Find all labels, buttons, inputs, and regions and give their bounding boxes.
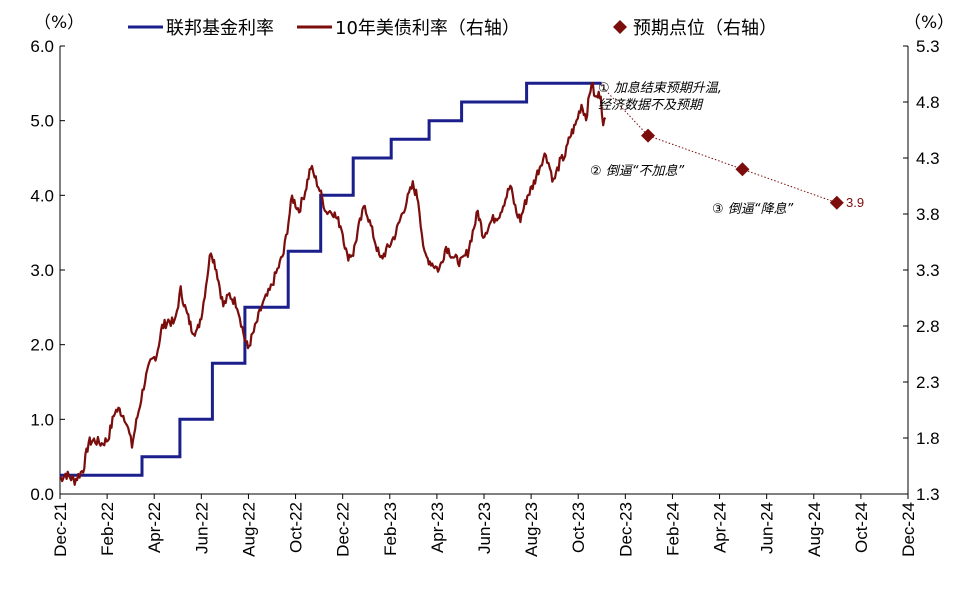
- x-ticks: Dec-21 Feb-22 Apr-22 Jun-22 Aug-22 Oct-22 Dec-…: [51, 494, 918, 557]
- left-y-tick-label: 1.0: [30, 410, 54, 429]
- x-tick-label: Feb-22: [98, 502, 117, 556]
- expected-point-marker: [735, 162, 750, 177]
- x-tick-label: Apr-23: [428, 502, 447, 553]
- right-y-ticks: 1.3 1.8 2.3 2.8 3.3 3.8 4.3 4.8 5.3: [903, 37, 940, 504]
- x-tick-label: Feb-23: [381, 502, 400, 556]
- annotation-1-line-1: ① 加息结束预期升温,: [598, 80, 722, 96]
- x-tick-label: Feb-24: [663, 502, 682, 556]
- x-tick-label: Oct-22: [287, 502, 306, 553]
- right-y-tick-label: 3.8: [916, 205, 940, 224]
- left-y-ticks: 0.0 1.0 2.0 3.0 4.0 5.0 6.0: [30, 37, 65, 504]
- left-axis-unit: （%）: [34, 13, 84, 33]
- legend: 联邦基金利率 10年美债利率（右轴） 预期点位（右轴）: [128, 18, 777, 39]
- right-y-tick-label: 4.8: [916, 93, 940, 112]
- x-tick-label: Dec-23: [616, 502, 635, 557]
- legend-expected-marker: [613, 20, 627, 34]
- left-y-tick-label: 5.0: [30, 112, 54, 131]
- legend-expected-label: 预期点位（右轴）: [633, 18, 777, 39]
- left-y-tick-label: 3.0: [30, 261, 54, 280]
- right-y-tick-label: 1.3: [916, 485, 940, 504]
- annotation-2: ② 倒逼“不加息”: [590, 163, 685, 179]
- legend-treasury-label: 10年美债利率（右轴）: [335, 18, 520, 39]
- x-tick-label: Oct-24: [852, 502, 871, 553]
- left-y-tick-label: 2.0: [30, 336, 54, 355]
- x-tick-label: Aug-22: [239, 502, 258, 557]
- x-tick-label: Jun-23: [475, 502, 494, 554]
- right-y-tick-label: 4.3: [916, 149, 940, 168]
- fed-funds-rate-line: [60, 81, 602, 477]
- expected-point-marker: [829, 195, 844, 210]
- x-tick-label: Dec-21: [51, 502, 70, 557]
- treasury-10y-line: [59, 81, 607, 486]
- right-y-tick-label: 3.3: [916, 261, 940, 280]
- x-tick-label: Oct-23: [569, 502, 588, 553]
- expected-path-connector: [600, 84, 837, 204]
- right-y-tick-label: 2.8: [916, 317, 940, 336]
- annotation-3: ③ 倒逼“降息”: [712, 201, 794, 217]
- axes: [59, 46, 909, 495]
- expected-points: [641, 128, 844, 210]
- x-tick-label: Apr-24: [711, 502, 730, 553]
- x-tick-label: Aug-24: [805, 502, 824, 557]
- right-axis-unit: （%）: [904, 13, 954, 33]
- annotation-1: ① 加息结束预期升温, 经济数据不及预期: [598, 80, 722, 113]
- x-tick-label: Jun-24: [758, 502, 777, 554]
- x-tick-label: Aug-23: [522, 502, 541, 557]
- left-y-tick-label: 0.0: [30, 485, 54, 504]
- left-y-tick-label: 4.0: [30, 186, 54, 205]
- annotation-1-line-2: 经济数据不及预期: [598, 98, 704, 113]
- x-tick-label: Jun-22: [192, 502, 211, 554]
- expected-point-value-label: 3.9: [846, 195, 864, 210]
- left-y-tick-label: 6.0: [30, 37, 54, 56]
- x-tick-label: Dec-22: [334, 502, 353, 557]
- x-tick-label: Apr-22: [145, 502, 164, 553]
- x-tick-label: Dec-24: [899, 502, 918, 557]
- right-y-tick-label: 5.3: [916, 37, 940, 56]
- right-y-tick-label: 1.8: [916, 429, 940, 448]
- right-y-tick-label: 2.3: [916, 373, 940, 392]
- expected-point-marker: [641, 128, 656, 143]
- legend-fed-label: 联邦基金利率: [166, 18, 274, 39]
